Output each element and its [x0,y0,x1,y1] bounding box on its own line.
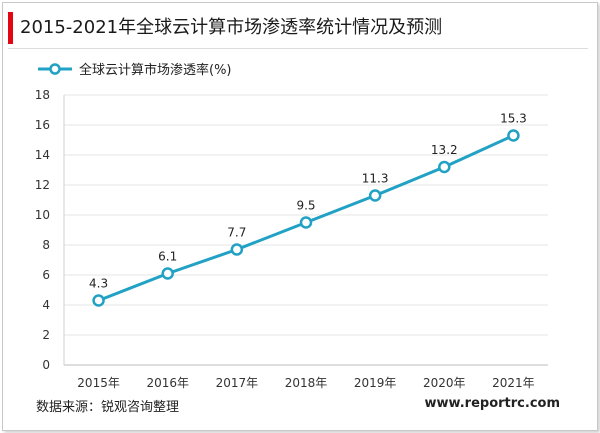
data-point [507,129,520,142]
y-tick-label: 0 [42,358,50,372]
y-tick-label: 4 [42,298,50,312]
x-tick-label: 2021年 [492,376,535,390]
x-tick-label: 2015年 [77,376,120,390]
y-tick-label: 10 [35,208,50,222]
data-source-note: 数据来源：锐观咨询整理 [36,400,180,415]
x-axis-ticks: 2015年 2016年 2017年 2018年 2019年 2020年 2021年 [77,376,534,390]
y-tick-label: 6 [42,268,50,282]
y-tick-label: 12 [35,178,50,192]
y-tick-label: 18 [35,88,50,102]
data-label: 9.5 [296,199,315,213]
series-layer: 4.3 6.1 7.7 9.5 11.3 13.2 15.3 [89,112,527,307]
legend-label: 全球云计算市场渗透率(%) [79,62,232,78]
y-tick-label: 2 [42,328,50,342]
y-tick-label: 8 [42,238,50,252]
data-point [299,216,313,229]
legend: 全球云计算市场渗透率(%) [38,62,232,78]
data-point [438,160,451,174]
y-axis-ticks: 0 2 4 6 8 10 12 14 16 18 [35,88,50,372]
data-point [161,267,174,280]
title-divider [8,48,588,49]
data-label: 6.1 [158,250,177,264]
x-tick-label: 2017年 [216,376,259,390]
page-title: 2015-2021年全球云计算市场渗透率统计情况及预测 [20,17,443,38]
title-accent-bar [8,12,13,44]
y-tick-label: 16 [35,118,50,132]
data-point [92,294,105,307]
data-label: 13.2 [431,143,458,157]
data-label: 7.7 [227,226,246,240]
data-point [230,243,244,256]
x-tick-label: 2018年 [285,376,328,390]
data-label: 4.3 [89,277,108,291]
website-watermark: www.reportrc.com [424,396,560,411]
legend-dot-marker [49,63,61,75]
y-tick-label: 14 [35,148,50,162]
x-tick-label: 2020年 [423,376,466,390]
data-label: 11.3 [362,172,389,186]
data-point [368,189,382,202]
data-label: 15.3 [500,112,527,126]
grid-lines [63,94,548,366]
x-tick-label: 2016年 [146,376,189,390]
x-tick-label: 2019年 [354,376,397,390]
